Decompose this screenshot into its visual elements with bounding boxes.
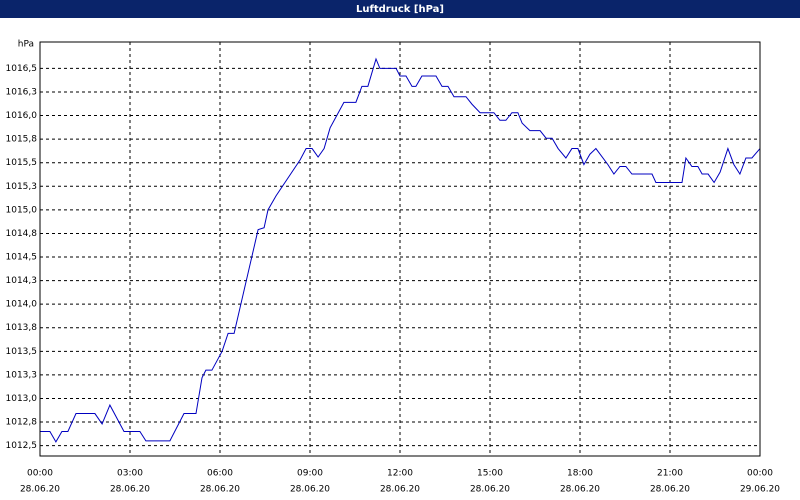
x-tick-date: 28.06.20 [110,485,150,495]
y-tick-label: 1014,8 [6,229,38,239]
y-tick-label: 1013,5 [6,347,38,357]
y-tick-label: 1014,3 [6,276,38,286]
y-tick-label: 1014,0 [6,300,38,310]
x-tick-label: 00:00 [27,469,53,479]
plot: 1016,5 1016,3 1016,0 1015,8 1015,5 1015,3 1015… [6,42,780,495]
x-tick-label: 18:00 [567,469,593,479]
x-tick-date: 28.06.20 [470,485,510,495]
y-tick-label: 1013,3 [6,370,38,380]
y-tick-label: 1015,8 [6,135,38,145]
x-tick-date: 28.06.20 [200,485,240,495]
y-tick-label: 1015,3 [6,182,38,192]
y-tick-label: 1013,8 [6,323,38,333]
x-tick-label: 00:00 [747,469,773,479]
x-tick-label: 06:00 [207,469,233,479]
y-tick-label: 1016,3 [6,87,38,97]
x-tick-date: 28.06.20 [20,485,60,495]
x-tick-label: 15:00 [477,469,503,479]
x-tick-date: 29.06.20 [740,485,780,495]
x-tick-label: 21:00 [657,469,683,479]
y-tick-label: 1012,5 [6,441,38,451]
x-tick-label: 09:00 [297,469,323,479]
title-bar [0,0,800,18]
y-tick-label: 1015,5 [6,158,38,168]
y-tick-label: 1014,5 [6,253,38,263]
x-tick-label: 03:00 [117,469,143,479]
x-tick-date: 28.06.20 [290,485,330,495]
y-tick-label: 1016,5 [6,64,38,74]
x-tick-date: 28.06.20 [650,485,690,495]
x-tick-date: 28.06.20 [560,485,600,495]
y-tick-label: 1015,0 [6,205,38,215]
y-tick-label: 1012,8 [6,418,38,428]
plot-frame [39,41,761,457]
x-tick-date: 28.06.20 [380,485,420,495]
y-tick-label: 1013,0 [6,394,38,404]
y-tick-label: 1016,0 [6,111,38,121]
y-axis-unit: hPa [18,40,34,50]
x-tick-label: 12:00 [387,469,413,479]
chart-title: Luftdruck [hPa] [356,4,444,15]
data-line [40,57,761,443]
